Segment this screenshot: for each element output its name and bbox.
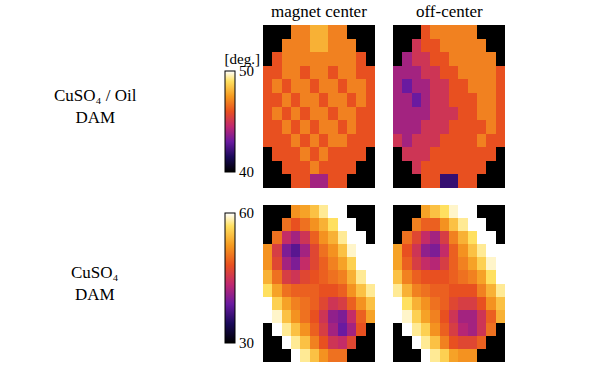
svg-text:magnet center: magnet center	[271, 2, 367, 21]
svg-text:40: 40	[239, 164, 254, 180]
svg-text:[deg.]: [deg.]	[225, 51, 260, 67]
svg-text:50: 50	[239, 63, 254, 79]
svg-text:CuSO₄ / OilDAM: CuSO₄ / OilDAM	[54, 86, 137, 127]
svg-text:60: 60	[239, 205, 254, 221]
svg-text:CuSO₄DAM: CuSO₄DAM	[71, 263, 119, 304]
svg-text:off-center: off-center	[416, 2, 483, 21]
svg-text:30: 30	[239, 335, 254, 351]
